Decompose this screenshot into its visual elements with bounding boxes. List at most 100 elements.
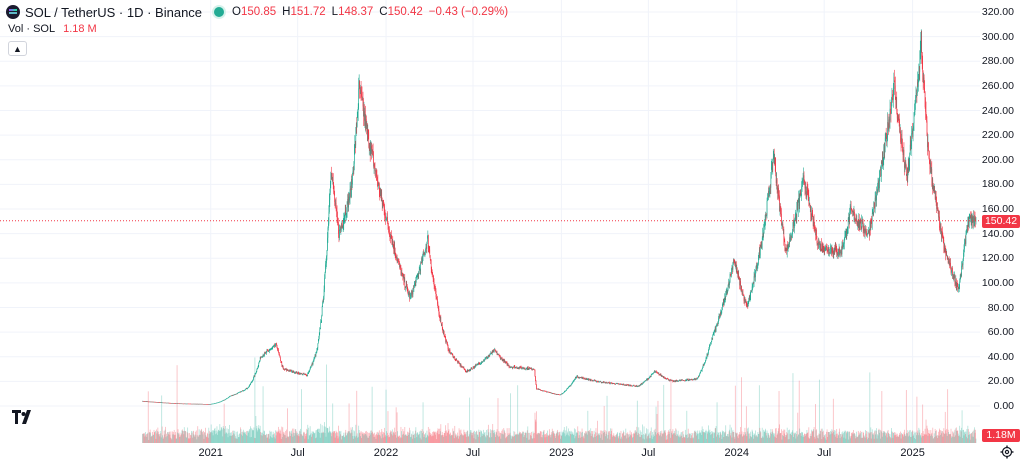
candle-body xyxy=(165,402,167,404)
volume-bar xyxy=(178,433,179,443)
candle-body xyxy=(294,372,296,374)
candle-body xyxy=(600,381,601,382)
volume-bar xyxy=(399,435,400,443)
volume-bar xyxy=(724,433,726,443)
candle-body xyxy=(570,385,571,387)
candle-body xyxy=(938,211,939,218)
candle-body xyxy=(258,361,260,364)
volume-bar xyxy=(643,434,644,443)
volume-bar xyxy=(374,432,375,443)
volume-bar xyxy=(408,432,410,443)
volume-bar xyxy=(181,429,183,443)
volume-bar xyxy=(314,432,316,443)
volume-bar xyxy=(485,437,487,443)
candle-body xyxy=(526,367,528,369)
candle-body xyxy=(769,187,771,193)
volume-bar xyxy=(401,431,402,443)
volume-bar xyxy=(603,405,605,443)
candle-body xyxy=(432,272,433,275)
candle-body xyxy=(349,189,351,198)
volume-bar xyxy=(879,429,881,443)
candle-body xyxy=(404,278,406,287)
volume-bar xyxy=(353,430,355,443)
candle-body xyxy=(171,403,172,404)
candle-body xyxy=(523,368,525,369)
volume-bar xyxy=(524,435,525,443)
candle-body xyxy=(914,103,916,112)
candle-body xyxy=(717,323,718,325)
candle-body xyxy=(816,229,817,240)
volume-bar xyxy=(398,436,399,443)
volume-bar xyxy=(683,436,685,443)
volume-bar xyxy=(927,435,929,443)
candle-body xyxy=(330,172,332,177)
volume-bar xyxy=(428,436,430,443)
candle-body xyxy=(752,284,753,287)
candle-body xyxy=(788,243,790,245)
volume-bar xyxy=(316,429,318,443)
volume-bar xyxy=(280,433,282,443)
volume-bar xyxy=(543,429,545,443)
volume-bar xyxy=(793,432,795,443)
volume-bar xyxy=(776,434,778,443)
candle-body xyxy=(199,403,201,405)
candle-body xyxy=(747,302,749,307)
candle-body xyxy=(379,192,381,195)
volume-bar xyxy=(473,431,474,443)
volume-bar xyxy=(666,435,668,443)
volume-bar xyxy=(803,435,804,443)
volume-bar xyxy=(582,431,583,443)
candle-body xyxy=(565,390,567,392)
volume-bar xyxy=(631,432,632,443)
volume-bar xyxy=(723,437,725,443)
volume-bar xyxy=(624,435,626,443)
candle-body xyxy=(320,321,322,329)
candle-body xyxy=(844,238,845,244)
candle-body xyxy=(738,277,740,279)
volume-bar xyxy=(813,429,815,443)
candle-body xyxy=(647,379,648,380)
volume-bar xyxy=(869,372,871,443)
candle-body xyxy=(318,332,320,338)
volume-bar xyxy=(886,437,888,443)
candle-body xyxy=(221,400,223,402)
volume-bar xyxy=(751,437,753,443)
candle-body xyxy=(447,343,448,345)
candle-body xyxy=(668,379,670,381)
volume-bar xyxy=(516,434,518,443)
volume-bar xyxy=(256,431,258,443)
volume-bar xyxy=(839,428,840,443)
candle-body xyxy=(224,399,225,401)
candle-body xyxy=(782,224,784,231)
candle-body xyxy=(674,380,676,382)
volume-bar xyxy=(167,432,169,443)
candle-body xyxy=(857,223,859,225)
volume-bar xyxy=(202,432,203,443)
candle-body xyxy=(932,179,934,190)
volume-bar xyxy=(638,427,640,443)
volume-bar xyxy=(539,433,541,443)
volume-bar xyxy=(159,431,161,443)
volume-bar xyxy=(459,430,461,443)
candle-body xyxy=(635,386,636,387)
volume-bar xyxy=(394,427,396,443)
candle-body xyxy=(598,381,600,383)
candle-body xyxy=(883,147,885,155)
volume-bar xyxy=(617,432,619,443)
volume-bar xyxy=(545,434,547,443)
volume-bar xyxy=(861,437,863,443)
volume-bar xyxy=(385,434,386,443)
candle-body xyxy=(645,380,647,382)
volume-bar xyxy=(367,437,369,443)
volume-bar xyxy=(185,431,187,443)
candle-body xyxy=(249,384,250,387)
candle-body xyxy=(255,372,257,374)
candle-body xyxy=(319,329,321,333)
volume-bar xyxy=(445,435,447,443)
candle-body xyxy=(651,373,653,375)
volume-bar xyxy=(142,433,143,443)
volume-bar xyxy=(929,433,931,443)
candle-body xyxy=(458,361,460,364)
volume-bar xyxy=(831,433,833,443)
